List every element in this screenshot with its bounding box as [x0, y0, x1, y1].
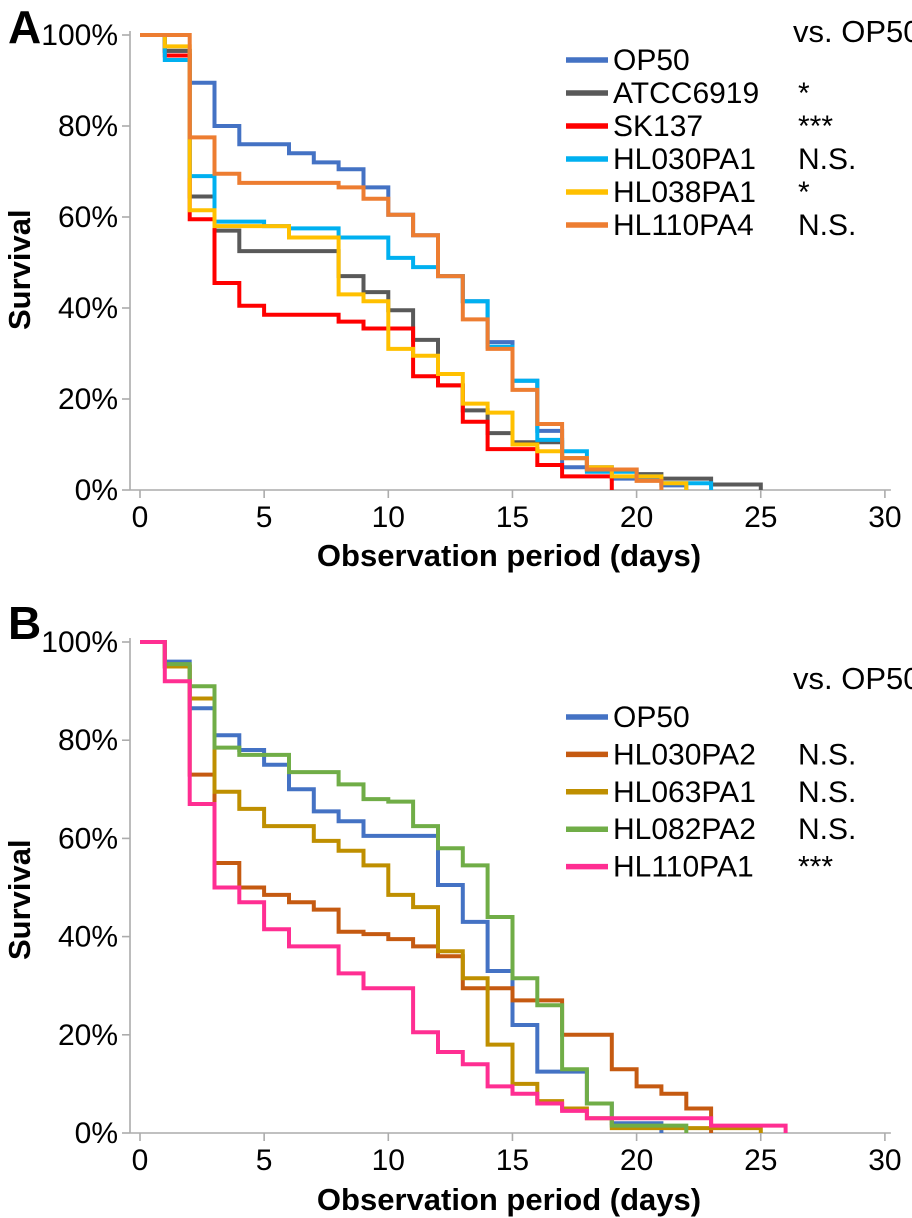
panel-b-curve-hl110pa1 [140, 640, 788, 1133]
panel-a-x-tick-label: 10 [372, 501, 405, 534]
panel-b-x-tick-label: 0 [132, 1144, 149, 1177]
panel-b-x-tick-label: 15 [496, 1144, 529, 1177]
panel-a-y-tick-label: 80% [58, 110, 118, 143]
panel-a-x-tick-label: 0 [132, 501, 149, 534]
panel-b-curve-hl082pa2 [140, 640, 689, 1133]
panel-b-y-tick-label: 100% [41, 626, 118, 659]
panel-b-significance-hl063pa1: N.S. [798, 776, 856, 809]
panel-b-x-tick-label: 25 [744, 1144, 777, 1177]
panel-b-y-tick-label: 80% [58, 724, 118, 757]
panel-a-x-tick-label: 15 [496, 501, 529, 534]
panel-b-x-tick-label: 10 [372, 1144, 405, 1177]
panel-b-significance-hl030pa2: N.S. [798, 738, 856, 771]
panel-a-significance-hl030pa1: N.S. [798, 143, 856, 176]
panel-b-significance-hl110pa1: *** [798, 851, 833, 884]
panel-a-y-tick-label: 60% [58, 201, 118, 234]
panel-b-significance-hl082pa2: N.S. [798, 813, 856, 846]
panel-a-legend-label-hl110pa4: HL110PA4 [613, 209, 754, 242]
panel-b-x-tick-label: 5 [256, 1144, 273, 1177]
panel-b-legend-label-hl030pa2: HL030PA2 [613, 738, 756, 771]
panel-a-x-tick-label: 5 [256, 501, 273, 534]
panel-a-significance-hl110pa4: N.S. [798, 209, 856, 242]
panel-b-x-axis-title: Observation period (days) [316, 1182, 702, 1217]
panel-b-legend-label-hl082pa2: HL082PA2 [613, 813, 756, 846]
panel-b-y-tick-label: 60% [58, 822, 118, 855]
panel-a-y-tick-label: 0% [75, 474, 118, 507]
panel-b-legend-label-op50: OP50 [613, 701, 690, 734]
panel-b-x-tick-label: 30 [868, 1144, 901, 1177]
panel-a-significance-atcc6919: * [798, 77, 810, 110]
panel-a-significance-hl038pa1: * [798, 176, 810, 209]
panel-b-label: B [8, 597, 42, 649]
panel-b-y-tick-label: 0% [75, 1117, 118, 1150]
panel-a-curve-sk137 [140, 33, 614, 490]
panel-a-legend-label-hl038pa1: HL038PA1 [613, 176, 756, 209]
panel-a-legend-label-hl030pa1: HL030PA1 [613, 143, 756, 176]
panel-a-x-axis-title: Observation period (days) [316, 538, 702, 573]
panel-b-curve-hl030pa2 [140, 640, 714, 1133]
panel-a-x-tick-label: 20 [620, 501, 653, 534]
panel-a-x-tick-label: 30 [868, 501, 901, 534]
panel-a-y-tick-label: 100% [41, 19, 118, 52]
panel-b-y-tick-label: 40% [58, 921, 118, 954]
panel-a-legend-label-sk137: SK137 [613, 110, 703, 143]
panel-a-legend-header: vs. OP50 [793, 14, 912, 49]
panel-a-curve-hl110pa4 [140, 33, 664, 490]
panel-a-y-tick-label: 40% [58, 292, 118, 325]
panel-a-x-tick-label: 25 [744, 501, 777, 534]
panel-a-y-tick-label: 20% [58, 383, 118, 416]
panel-a-legend-label-atcc6919: ATCC6919 [613, 77, 759, 110]
panel-b-x-tick-label: 20 [620, 1144, 653, 1177]
panel-a-label: A [8, 1, 42, 53]
panel-b-legend-label-hl110pa1: HL110PA1 [613, 851, 754, 884]
panel-b-legend-header: vs. OP50 [793, 661, 912, 696]
panel-a-significance-sk137: *** [798, 110, 833, 143]
panel-b-y-tick-label: 20% [58, 1019, 118, 1052]
panel-b-legend-label-hl063pa1: HL063PA1 [613, 776, 756, 809]
panel-a-legend-label-op50: OP50 [613, 44, 690, 77]
